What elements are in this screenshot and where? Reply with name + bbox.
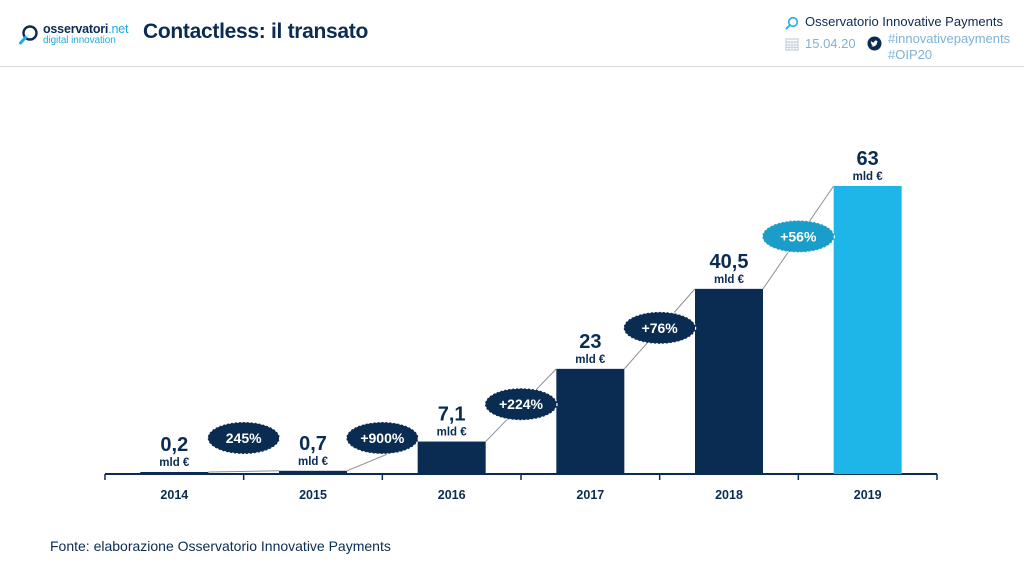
date-text: 15.04.20 <box>805 36 856 51</box>
x-tick-label-2014: 2014 <box>160 488 188 502</box>
bar-2017 <box>556 368 625 474</box>
unit-label-2015: mld € <box>298 456 329 468</box>
hashtag-innovativepayments[interactable]: #innovativepayments <box>888 31 1011 46</box>
calendar-icon <box>785 38 799 51</box>
page-title: Contactless: il transato <box>143 20 369 43</box>
logo-subtitle: digital innovation <box>43 35 116 46</box>
unit-label-2018: mld € <box>714 274 745 286</box>
growth-label: +900% <box>360 430 405 446</box>
value-label-2018: 40,5 <box>710 251 749 273</box>
growth-badge-shape <box>484 387 558 421</box>
observatory-name: Osservatorio Innovative Payments <box>805 14 1003 29</box>
osservatori-logo[interactable]: osservatori.net digital innovation <box>18 20 128 46</box>
x-tick-label-2015: 2015 <box>299 488 327 502</box>
unit-label-2014: mld € <box>159 457 190 469</box>
value-label-2014: 0,2 <box>160 434 188 456</box>
unit-label-2017: mld € <box>575 354 606 366</box>
growth-badge: 245% <box>207 421 281 455</box>
logo-brand-text: osservatori.net <box>43 22 129 36</box>
magnifier-icon <box>785 16 799 30</box>
growth-badge-shape <box>623 311 697 345</box>
value-label-2015: 0,7 <box>299 433 327 455</box>
growth-badge-shape <box>345 421 419 455</box>
unit-label-2019: mld € <box>853 171 884 183</box>
growth-badge-shape <box>207 421 281 455</box>
header-bar: osservatori.net digital innovation Conta… <box>0 0 1024 67</box>
x-tick-label-2019: 2019 <box>854 488 882 502</box>
x-tick-label-2017: 2017 <box>576 488 604 502</box>
x-tick-label-2016: 2016 <box>438 488 466 502</box>
growth-label: +56% <box>780 228 817 244</box>
bar-2014 <box>140 472 209 474</box>
bar-2019 <box>833 186 902 474</box>
growth-badge: +224% <box>484 387 558 421</box>
growth-label: +76% <box>642 320 679 336</box>
growth-badge-shape <box>761 219 835 254</box>
unit-label-2016: mld € <box>437 427 468 439</box>
growth-badge: +76% <box>623 311 697 345</box>
magnifier-logo-icon <box>19 25 38 45</box>
value-label-2019: 63 <box>857 148 879 170</box>
x-tick-label-2018: 2018 <box>715 488 743 502</box>
growth-badge: +56% <box>761 219 835 254</box>
growth-label: 245% <box>226 430 262 446</box>
growth-label: +224% <box>499 396 544 412</box>
header-meta: Osservatorio Innovative Payments 15.04.2… <box>785 14 1020 64</box>
bar-2015 <box>279 470 347 474</box>
bar-2016 <box>417 441 486 474</box>
twitter-icon[interactable] <box>867 36 882 51</box>
hashtag-oip20[interactable]: #OIP20 <box>888 47 933 62</box>
growth-connector <box>208 470 280 473</box>
bar-2018 <box>695 288 763 474</box>
growth-badge: +900% <box>345 421 419 455</box>
value-label-2017: 23 <box>579 331 601 353</box>
source-note: Fonte: elaborazione Osservatorio Innovat… <box>50 538 391 554</box>
value-label-2016: 7,1 <box>438 404 466 426</box>
